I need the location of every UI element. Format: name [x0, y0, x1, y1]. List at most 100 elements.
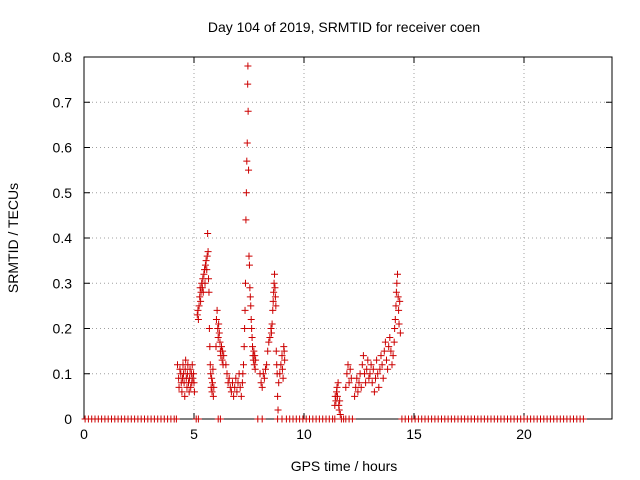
data-point — [359, 352, 367, 360]
data-point — [383, 356, 390, 364]
data-point — [186, 365, 194, 373]
data-point — [365, 374, 373, 382]
data-point — [201, 261, 209, 269]
tick-marks — [83, 56, 612, 420]
y-tick-labels: 0 0.1 0.2 0.3 0.4 0.5 0.6 0.7 0.8 — [53, 49, 73, 427]
data-point — [175, 383, 183, 391]
data-point — [204, 229, 212, 237]
y-tick-label: 0.6 — [53, 140, 73, 156]
data-point — [263, 361, 271, 369]
data-point — [270, 279, 278, 287]
data-point — [378, 361, 386, 369]
data-point — [244, 62, 252, 70]
data-point — [362, 379, 370, 387]
data-point — [208, 388, 216, 396]
data-point — [264, 347, 272, 355]
data-point — [391, 315, 399, 323]
data-point — [266, 334, 274, 342]
data-point — [276, 370, 284, 378]
data-point — [260, 374, 268, 382]
data-point — [206, 361, 214, 369]
data-point — [244, 107, 252, 115]
data-point — [271, 270, 279, 278]
data-point — [209, 392, 217, 400]
data-point — [194, 415, 202, 423]
data-point — [272, 302, 280, 310]
data-point — [336, 397, 344, 405]
data-point — [272, 347, 280, 355]
x-tick-labels: 0 5 10 15 20 — [80, 426, 532, 442]
data-point — [214, 325, 222, 332]
data-point — [270, 288, 278, 296]
data-point — [395, 306, 403, 314]
data-point — [246, 293, 254, 301]
data-point — [222, 361, 230, 369]
data-point — [248, 334, 256, 342]
data-point — [373, 356, 381, 364]
y-tick-label: 0.3 — [53, 275, 73, 291]
data-point — [230, 392, 238, 400]
data-point — [381, 338, 389, 346]
data-point — [178, 388, 186, 396]
x-tick-label: 10 — [296, 426, 312, 442]
data-point — [346, 365, 354, 373]
data-point — [208, 374, 216, 382]
data-point — [190, 388, 198, 396]
data-point — [331, 415, 339, 423]
data-point — [386, 334, 394, 342]
x-tick-label: 20 — [516, 426, 532, 442]
data-point — [258, 383, 266, 391]
data-point — [220, 352, 228, 360]
y-axis-label: SRMTID / TECUs — [5, 183, 21, 293]
data-point — [380, 347, 388, 355]
data-point — [215, 320, 223, 328]
data-point — [244, 80, 252, 88]
y-tick-label: 0.5 — [53, 185, 73, 201]
data-point — [336, 410, 344, 418]
data-point — [240, 361, 247, 369]
data-point — [274, 392, 282, 400]
data-point — [277, 361, 285, 369]
data-point — [391, 325, 399, 332]
data-point — [384, 365, 392, 373]
y-tick-label: 0.2 — [53, 321, 73, 337]
data-point — [353, 374, 361, 382]
data-point — [240, 343, 248, 351]
data-point — [367, 361, 375, 369]
data-point — [396, 329, 404, 337]
data-point — [377, 352, 385, 360]
data-point — [198, 284, 206, 292]
data-point — [252, 356, 260, 364]
data-point — [205, 325, 213, 332]
y-tick-label: 0.4 — [53, 230, 73, 246]
data-point — [182, 356, 190, 364]
data-point — [209, 365, 217, 373]
data-point — [190, 379, 198, 387]
data-point — [223, 370, 231, 378]
data-point — [219, 347, 227, 355]
data-point — [245, 252, 253, 260]
x-tick-label: 5 — [190, 426, 198, 442]
data-point — [368, 379, 376, 387]
data-point — [238, 379, 246, 387]
data-point — [351, 392, 359, 400]
data-point — [194, 306, 202, 314]
data-point — [245, 261, 253, 269]
data-point — [202, 257, 210, 265]
data-point — [259, 370, 267, 378]
data-point — [187, 383, 195, 391]
data-point — [233, 388, 241, 396]
data-point — [265, 338, 273, 346]
data-point — [389, 352, 397, 360]
data-point — [279, 374, 287, 382]
data-point — [392, 302, 400, 310]
data-point — [193, 311, 201, 319]
data-point — [343, 370, 351, 378]
data-point — [366, 370, 374, 378]
data-point — [394, 270, 401, 278]
data-point — [376, 365, 384, 373]
data-point — [203, 266, 211, 274]
data-point — [206, 343, 214, 351]
data-point — [225, 374, 233, 382]
